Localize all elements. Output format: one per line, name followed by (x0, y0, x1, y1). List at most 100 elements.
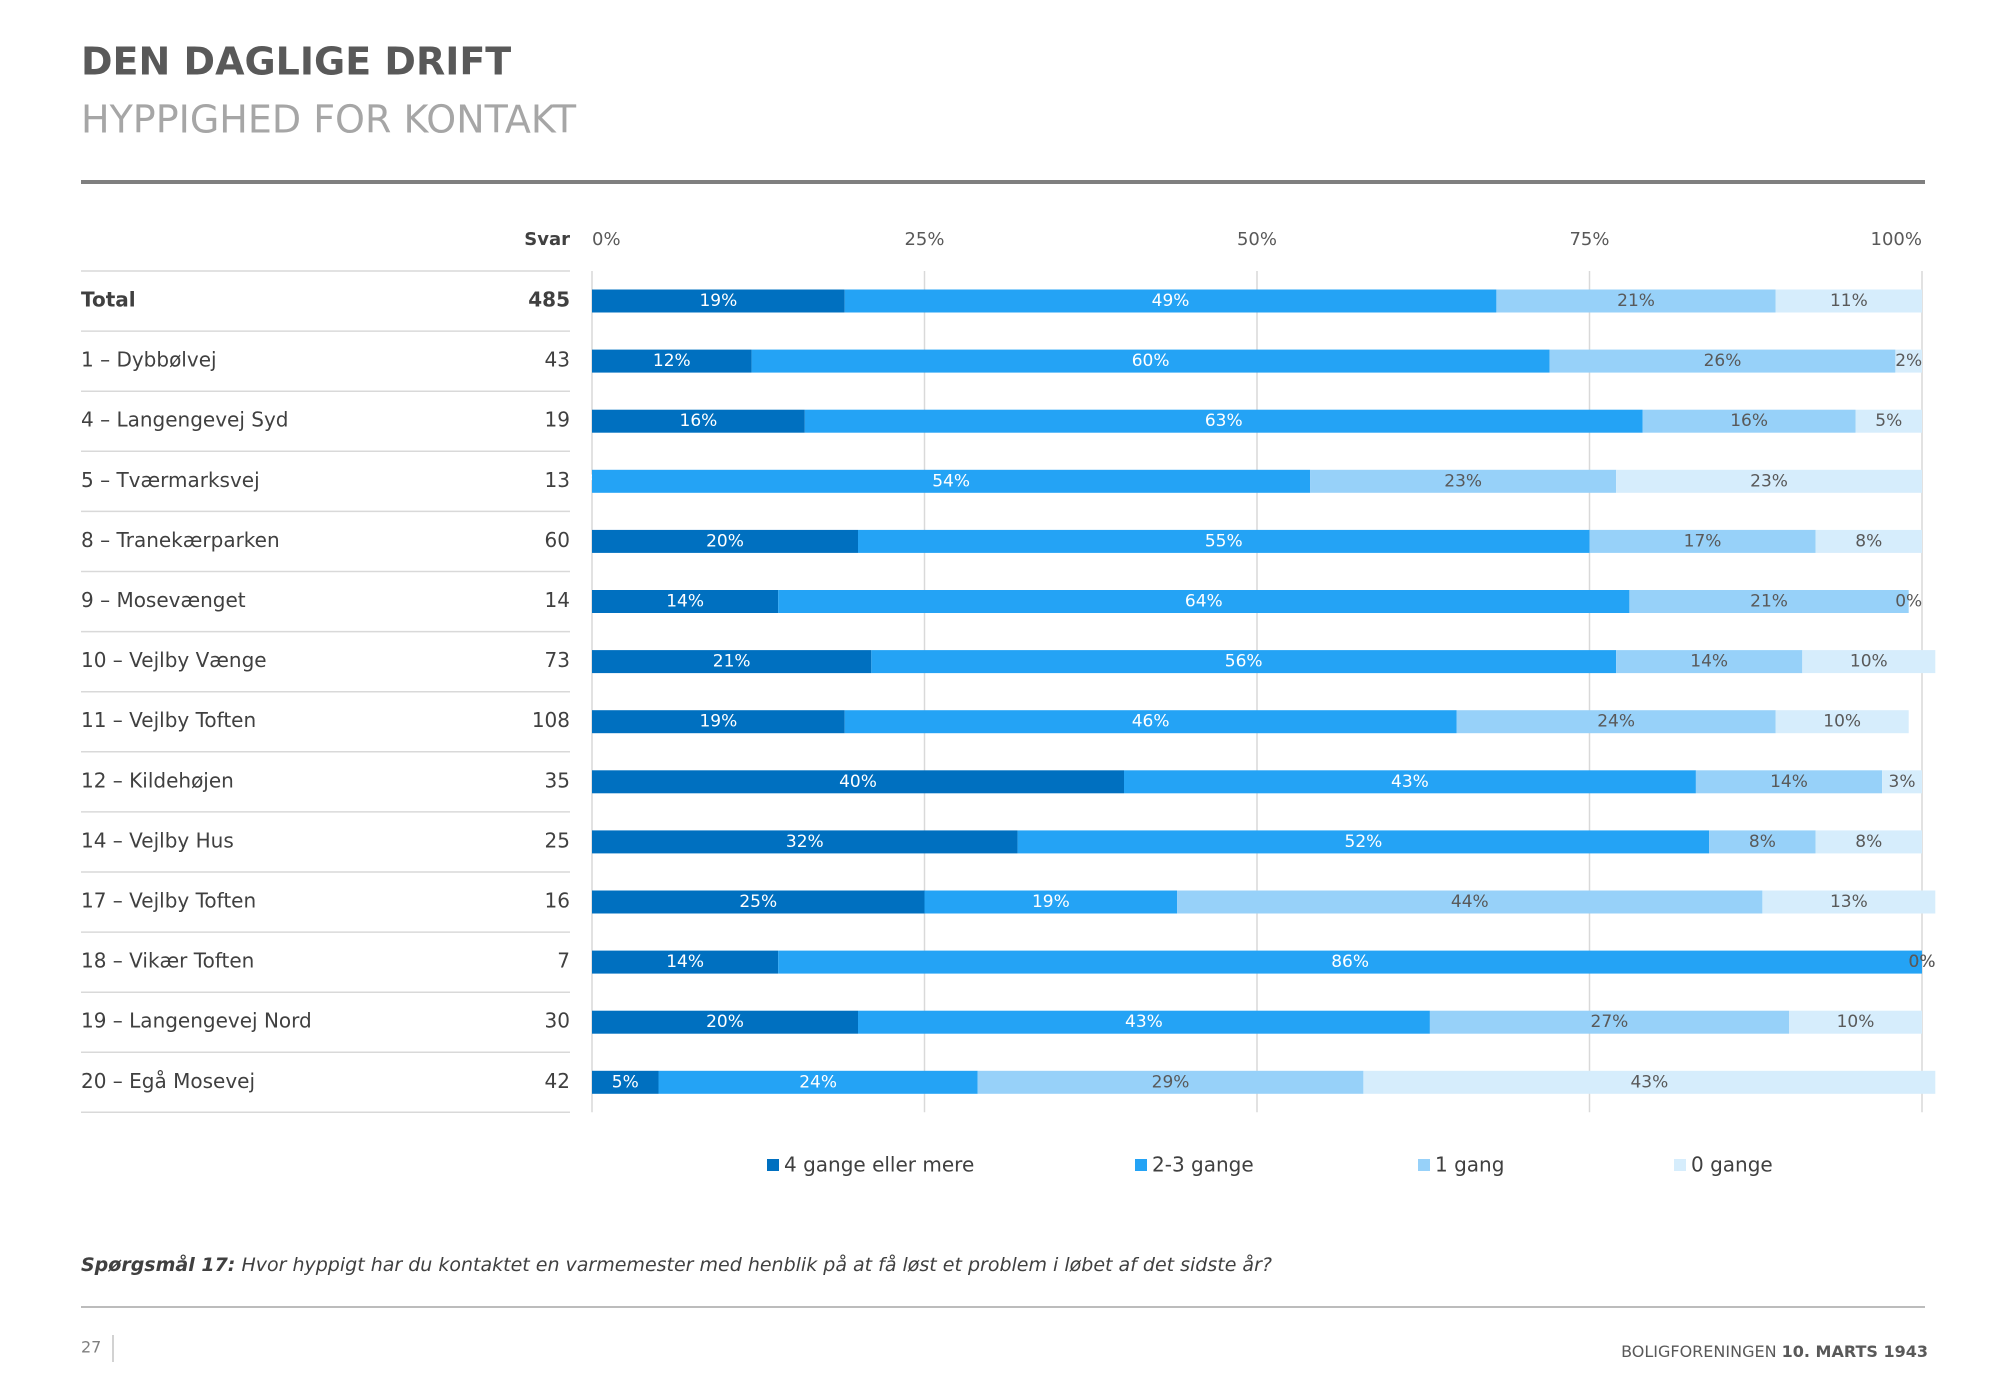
bar-segment (1642, 409, 1856, 433)
bar-segment (592, 349, 752, 373)
category-label: 14 – Vejlby Hus (81, 828, 234, 852)
bar-segment (592, 770, 1124, 794)
category-label: 20 – Egå Mosevej (81, 1069, 255, 1093)
category-label: Total (81, 288, 136, 312)
data-label: 32% (786, 832, 824, 852)
data-label: 56% (1225, 652, 1263, 672)
data-label: 16% (680, 411, 718, 431)
footer: BOLIGFORENINGEN 10. MARTS 1943 (1621, 1342, 1928, 1361)
bar-segment (1815, 830, 1922, 854)
bar-segment (592, 1010, 858, 1034)
bar-segment (1815, 529, 1922, 553)
bar-segment (804, 409, 1643, 433)
bar-segment (1629, 590, 1909, 613)
data-label: 27% (1591, 1012, 1629, 1032)
data-label: 17% (1684, 531, 1722, 551)
x-tick-label: 0% (592, 229, 621, 250)
data-label: 19% (699, 712, 737, 732)
bar-segment (592, 1070, 659, 1094)
response-count: 7 (557, 949, 570, 973)
data-label: 54% (932, 471, 970, 491)
bar-segment (751, 349, 1550, 373)
question: Spørgsmål 17: Hvor hyppigt har du kontak… (81, 1252, 1272, 1276)
response-count: 14 (545, 588, 570, 612)
bar-segment (1762, 890, 1936, 914)
bar-segment (658, 1070, 978, 1094)
data-label: 0% (1909, 952, 1936, 972)
data-label: 40% (839, 772, 877, 792)
bar-segment (1775, 710, 1909, 734)
legend-label: 1 gang (1435, 1153, 1504, 1177)
data-label: 49% (1152, 291, 1190, 311)
bar-segment (1310, 469, 1617, 493)
response-count: 60 (545, 528, 570, 552)
category-label: 17 – Vejlby Toften (81, 889, 256, 913)
bar-segment (1616, 469, 1922, 493)
bar-segment (1616, 650, 1803, 674)
data-label: 14% (666, 952, 704, 972)
question-text: Hvor hyppigt har du kontaktet en varmeme… (241, 1253, 1272, 1276)
data-label: 23% (1750, 471, 1788, 491)
data-label: 46% (1132, 712, 1170, 732)
response-count: 42 (545, 1069, 570, 1093)
data-label: 60% (1132, 351, 1170, 371)
legend-swatch (1135, 1159, 1147, 1171)
data-label: 21% (1617, 291, 1655, 311)
data-label: 43% (1630, 1072, 1668, 1092)
bar-segment (1549, 349, 1896, 373)
data-label: 29% (1152, 1072, 1190, 1092)
data-label: 55% (1205, 531, 1243, 551)
bar-segment (592, 469, 1311, 493)
bar-segment (1429, 1010, 1789, 1034)
x-tick-label: 100% (1871, 229, 1922, 250)
category-label: 9 – Mosevænget (81, 588, 246, 612)
data-label: 10% (1850, 652, 1888, 672)
data-label: 14% (1770, 772, 1808, 792)
response-count: 25 (545, 828, 570, 852)
bar-segment (1017, 830, 1710, 854)
bar-segment (592, 830, 1018, 854)
data-label: 8% (1749, 832, 1776, 852)
data-label: 2% (1895, 351, 1922, 371)
data-label: 3% (1889, 772, 1916, 792)
bar-segment (977, 1070, 1364, 1094)
data-label: 63% (1205, 411, 1243, 431)
data-label: 43% (1391, 772, 1429, 792)
data-label: 24% (799, 1072, 837, 1092)
footer-org: BOLIGFORENINGEN (1621, 1342, 1776, 1361)
bar-segment (592, 289, 845, 313)
data-label: 19% (1032, 892, 1070, 912)
data-label: 14% (1690, 652, 1728, 672)
data-label: 5% (1875, 411, 1902, 431)
data-label: 12% (653, 351, 691, 371)
category-label: 8 – Tranekærparken (81, 528, 280, 552)
bar-segment (1855, 409, 1922, 433)
data-label: 14% (666, 592, 704, 612)
x-tick-label: 75% (1569, 229, 1609, 250)
subtitle: HYPPIGHED FOR KONTAKT (81, 98, 577, 142)
data-label: 86% (1331, 952, 1369, 972)
bar-segment (858, 1010, 1430, 1034)
bar-segment (1363, 1070, 1936, 1094)
data-label: 21% (1750, 592, 1788, 612)
bar-segment (1589, 529, 1816, 553)
bar-segment (1895, 349, 1922, 373)
title: DEN DAGLIGE DRIFT (81, 40, 511, 84)
bar-segment (1456, 710, 1776, 734)
category-label: 5 – Tværmarksvej (81, 468, 260, 492)
response-count: 13 (545, 468, 570, 492)
response-count: 485 (528, 288, 570, 312)
data-label: 10% (1823, 712, 1861, 732)
bar-segment (1775, 289, 1922, 313)
category-label: 10 – Vejlby Vænge (81, 648, 267, 672)
bar-segment (778, 950, 1923, 974)
data-label: 0% (1909, 952, 1936, 972)
data-label: 16% (1730, 411, 1768, 431)
bar-segment (924, 890, 1178, 914)
category-label: 19 – Langengevej Nord (81, 1009, 312, 1033)
bar-segment (592, 950, 779, 974)
data-label: 23% (1444, 471, 1482, 491)
data-label: 20% (706, 531, 744, 551)
response-count: 16 (545, 889, 570, 913)
data-label: 52% (1345, 832, 1383, 852)
